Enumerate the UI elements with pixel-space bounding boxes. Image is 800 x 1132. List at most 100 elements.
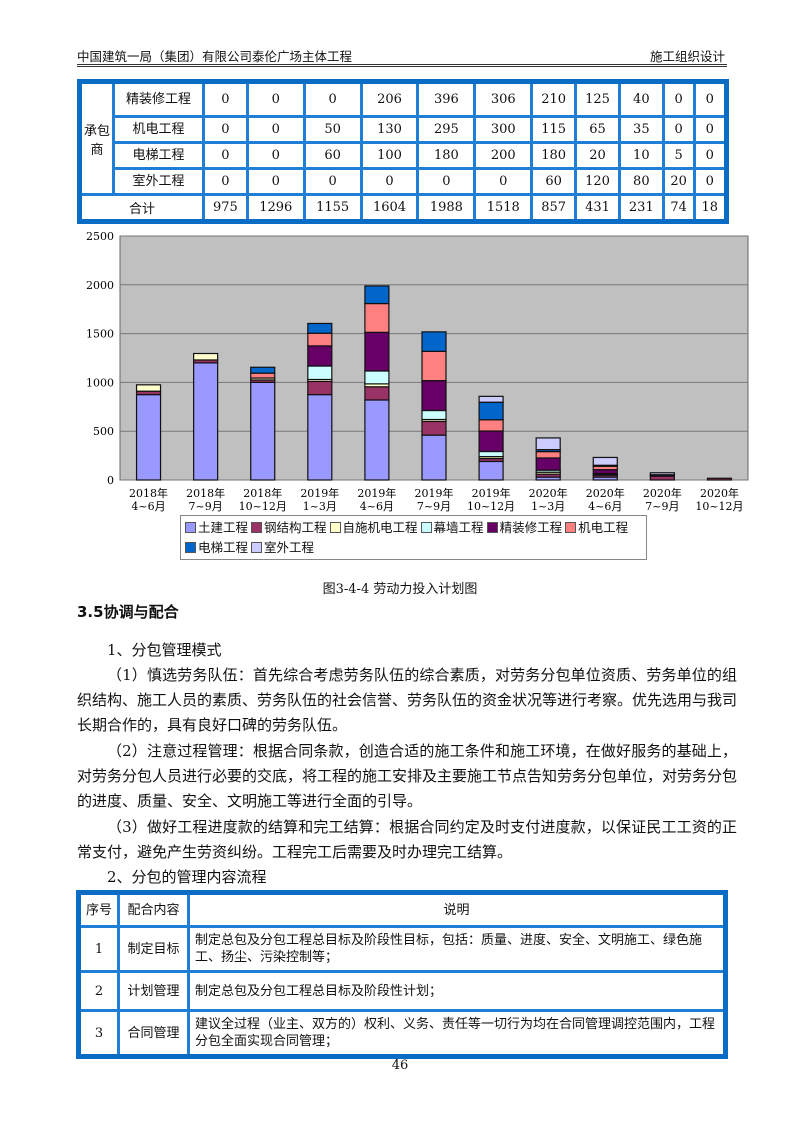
cell: 306 — [473, 80, 534, 118]
paragraph: （3）做好工程进度款的结算和完工结算：根据合同约定及时支付进度款，以保证民工工资… — [77, 818, 737, 862]
table-row: 3 合同管理 建议全过程（业主、双方的）权利、义务、责任等一切行为均在合同管理调控范… — [77, 1009, 727, 1058]
cell: 0 — [302, 80, 363, 118]
total-cell: 1518 — [473, 193, 534, 223]
legend-label: 机电工程 — [578, 520, 629, 535]
page-number: 46 — [391, 1058, 409, 1073]
row-label: 室外工程 — [112, 167, 205, 196]
legend-label: 土建工程 — [198, 520, 249, 535]
bar-segment — [478, 401, 504, 421]
x-tick-label: 10~12月 — [695, 500, 743, 513]
x-tick-label: 1~3月 — [303, 500, 337, 513]
header-doc-type: 施工组织设计 — [649, 49, 725, 64]
paragraph: （1）慎选劳务队伍：首先综合考虑劳务队伍的综合素质，对劳务分包单位资质、劳务单位… — [77, 666, 738, 735]
cell: 60 — [302, 141, 363, 170]
table-row: 室外工程 0 0 0 0 0 0 60 120 80 20 0 — [80, 167, 729, 196]
labor-chart: 050010001500200025002018年4~6月2018年7~9月20… — [86, 230, 749, 513]
cell: 40 — [617, 80, 665, 118]
cell: 0 — [661, 80, 696, 118]
x-tick-label: 10~12月 — [239, 500, 287, 513]
x-tick-label: 7~9月 — [417, 500, 451, 513]
cell: 0 — [245, 80, 306, 118]
total-cell: 975 — [202, 193, 249, 223]
bar-segment — [421, 420, 447, 436]
paragraph: （2）注意过程管理：根据合同条款，创造合适的施工条件和施工环境，在做好服务的基础… — [77, 742, 738, 811]
cell: 0 — [692, 167, 729, 196]
legend-item: 机电工程 — [565, 518, 628, 538]
bar-segment — [421, 434, 447, 481]
table-row: 电梯工程 0 0 60 100 180 200 180 20 10 5 0 — [80, 141, 729, 170]
legend-label: 钢结构工程 — [264, 520, 327, 535]
cell: 0 — [245, 115, 306, 144]
y-tick-label: 1000 — [86, 376, 114, 389]
bar-segment — [307, 394, 333, 481]
paragraph: 1、分包管理模式 — [107, 641, 222, 659]
x-tick-label: 2019年 — [415, 486, 454, 500]
total-cell: 857 — [530, 193, 578, 223]
legend-swatch — [251, 542, 263, 553]
column-header: 说明 — [187, 891, 727, 928]
column-header: 序号 — [77, 891, 120, 928]
table-row: 机电工程 0 0 50 130 295 300 115 65 35 0 0 — [80, 115, 729, 144]
cell: 180 — [416, 141, 477, 170]
management-table: 序号 配合内容 说明 1 制定目标 制定总包及分包工程总目标及阶段性目标，包括：质量、进度… — [76, 890, 728, 1059]
row-item: 合同管理 — [117, 1009, 190, 1058]
row-item: 计划管理 — [117, 970, 190, 1012]
cell: 0 — [661, 115, 696, 144]
bar-segment — [421, 380, 447, 412]
y-tick-label: 2500 — [86, 230, 114, 243]
cell: 80 — [617, 167, 665, 196]
legend-swatch — [185, 542, 196, 553]
legend-swatch — [486, 522, 498, 533]
row-description: 制定总包及分包工程总目标及阶段性目标，包括：质量、进度、安全、文明施工、绿色施工… — [187, 925, 727, 973]
cell: 0 — [245, 141, 306, 170]
cell: 200 — [473, 141, 534, 170]
y-tick-label: 2000 — [86, 279, 114, 292]
bar-segment — [649, 472, 675, 476]
cell: 120 — [574, 167, 621, 196]
cell: 0 — [692, 115, 729, 144]
cell: 0 — [202, 167, 249, 196]
total-cell: 1988 — [416, 193, 477, 223]
header-row: 序号 配合内容 说明 — [77, 891, 727, 928]
cell: 0 — [692, 80, 729, 118]
header-project-title: 中国建筑一局（集团）有限公司泰伦广场主体工程 — [77, 49, 353, 64]
cell: 0 — [245, 167, 306, 196]
x-tick-label: 2018年 — [129, 486, 168, 500]
bar-segment — [307, 322, 333, 334]
bar-segment — [250, 381, 276, 481]
bar-segment — [364, 370, 390, 385]
cell: 65 — [574, 115, 621, 144]
bar-segment — [307, 380, 333, 396]
cell: 0 — [416, 167, 477, 196]
x-tick-label: 2020年 — [643, 486, 682, 500]
x-tick-label: 2018年 — [243, 486, 282, 500]
row-item: 制定目标 — [117, 925, 190, 973]
cell: 0 — [359, 167, 420, 196]
x-tick-label: 4~6月 — [588, 500, 622, 513]
total-cell: 74 — [661, 193, 696, 223]
chart-legend: 土建工程 钢结构工程 自施机电工程 幕墙工程 精装修工程 机电工程电梯工程 室外工程 — [180, 515, 647, 560]
total-cell: 1155 — [302, 193, 363, 223]
paragraph: 2、分包的管理内容流程 — [107, 868, 267, 886]
legend-swatch — [251, 522, 263, 533]
cell: 0 — [202, 141, 249, 170]
cell: 10 — [617, 141, 665, 170]
x-tick-label: 2018年 — [186, 486, 225, 500]
y-tick-label: 500 — [93, 425, 114, 438]
cell: 5 — [661, 141, 696, 170]
bar-segment — [193, 362, 219, 481]
total-cell: 1604 — [359, 193, 420, 223]
cell: 35 — [617, 115, 665, 144]
legend-label: 幕墙工程 — [433, 520, 484, 535]
total-row: 合计 975 1296 1155 1604 1988 1518 857 431 231 74 18 — [78, 193, 729, 223]
bar-segment — [706, 477, 733, 481]
row-number: 3 — [77, 1009, 120, 1058]
bar-segment — [364, 386, 390, 401]
bar-segment — [193, 352, 219, 361]
cell: 0 — [692, 141, 729, 170]
cell: 396 — [416, 80, 477, 118]
total-cell: 18 — [692, 193, 729, 223]
legend-swatch — [420, 522, 432, 533]
bar-segment — [478, 450, 504, 458]
